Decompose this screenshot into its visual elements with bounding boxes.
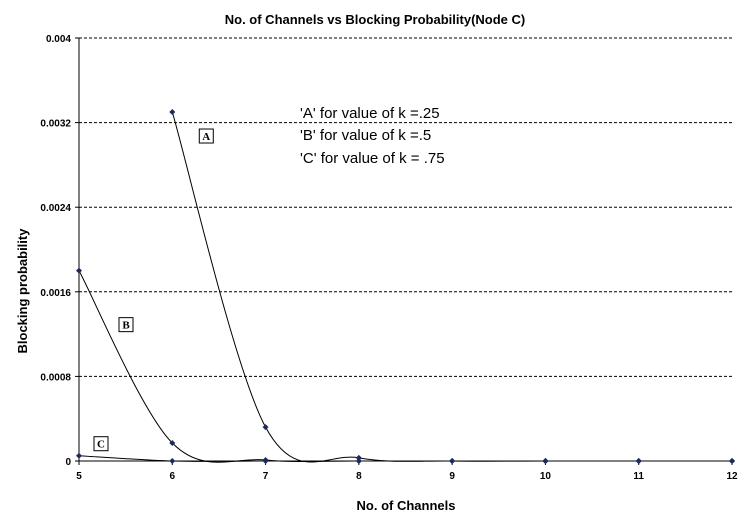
data-point: [76, 452, 82, 459]
y-tick-label: 0.0024: [40, 203, 71, 214]
x-tick-label: 11: [633, 471, 644, 482]
series-line-b: [78, 270, 732, 463]
series-line-a: [171, 111, 732, 463]
x-axis-label: No. of Channels: [357, 498, 456, 513]
data-point: [262, 458, 269, 464]
y-tick-label: 0.0008: [40, 372, 71, 383]
y-axis-label: Blocking probability: [15, 228, 30, 354]
data-point: [355, 458, 362, 464]
series-label-box: [198, 128, 214, 144]
series-label: A: [202, 131, 210, 143]
annotation-a: 'A' for value of k =.25: [300, 105, 440, 122]
data-point: [262, 424, 269, 431]
data-point: [635, 458, 642, 464]
x-tick-label: 12: [726, 471, 738, 482]
y-tick-label: 0.004: [46, 34, 71, 45]
data-point: [169, 440, 176, 447]
series-label: C: [97, 439, 105, 451]
chart-title: No. of Channels vs Blocking Probability(…: [225, 12, 525, 27]
x-tick-label: 8: [356, 471, 362, 482]
series-label-box: [93, 436, 109, 452]
y-tick-label: 0.0032: [40, 119, 71, 130]
series-label: B: [122, 320, 130, 332]
annotation-c: 'C' for value of k = .75: [300, 150, 445, 167]
x-tick-label: 5: [76, 471, 82, 482]
data-point: [169, 458, 176, 464]
series-line-c: [78, 455, 732, 462]
data-point: [355, 454, 362, 461]
annotation-group: 'A' for value of k =.25 'B' for value of…: [300, 105, 445, 167]
data-point: [76, 267, 82, 274]
axes: [75, 37, 733, 465]
x-tick-label: 6: [170, 471, 176, 482]
grid-lines: [79, 37, 732, 377]
series-group: A B C: [76, 109, 735, 464]
data-point: [542, 458, 549, 464]
x-tick-label: 7: [263, 471, 269, 482]
y-tick-label: 0: [65, 457, 71, 468]
tick-labels: 0 0.0008 0.0016 0.0024 0.0032 0.004 5 6 7 8 9 10 11 1…: [40, 34, 738, 482]
y-tick-label: 0.0016: [40, 288, 71, 299]
data-point: [729, 458, 735, 464]
x-tick-label: 10: [540, 471, 552, 482]
data-point: [449, 458, 456, 464]
series-label-box: [118, 317, 134, 333]
x-tick-label: 9: [449, 471, 455, 482]
annotation-b: 'B' for value of k =.5: [300, 127, 431, 144]
data-point: [169, 109, 176, 116]
